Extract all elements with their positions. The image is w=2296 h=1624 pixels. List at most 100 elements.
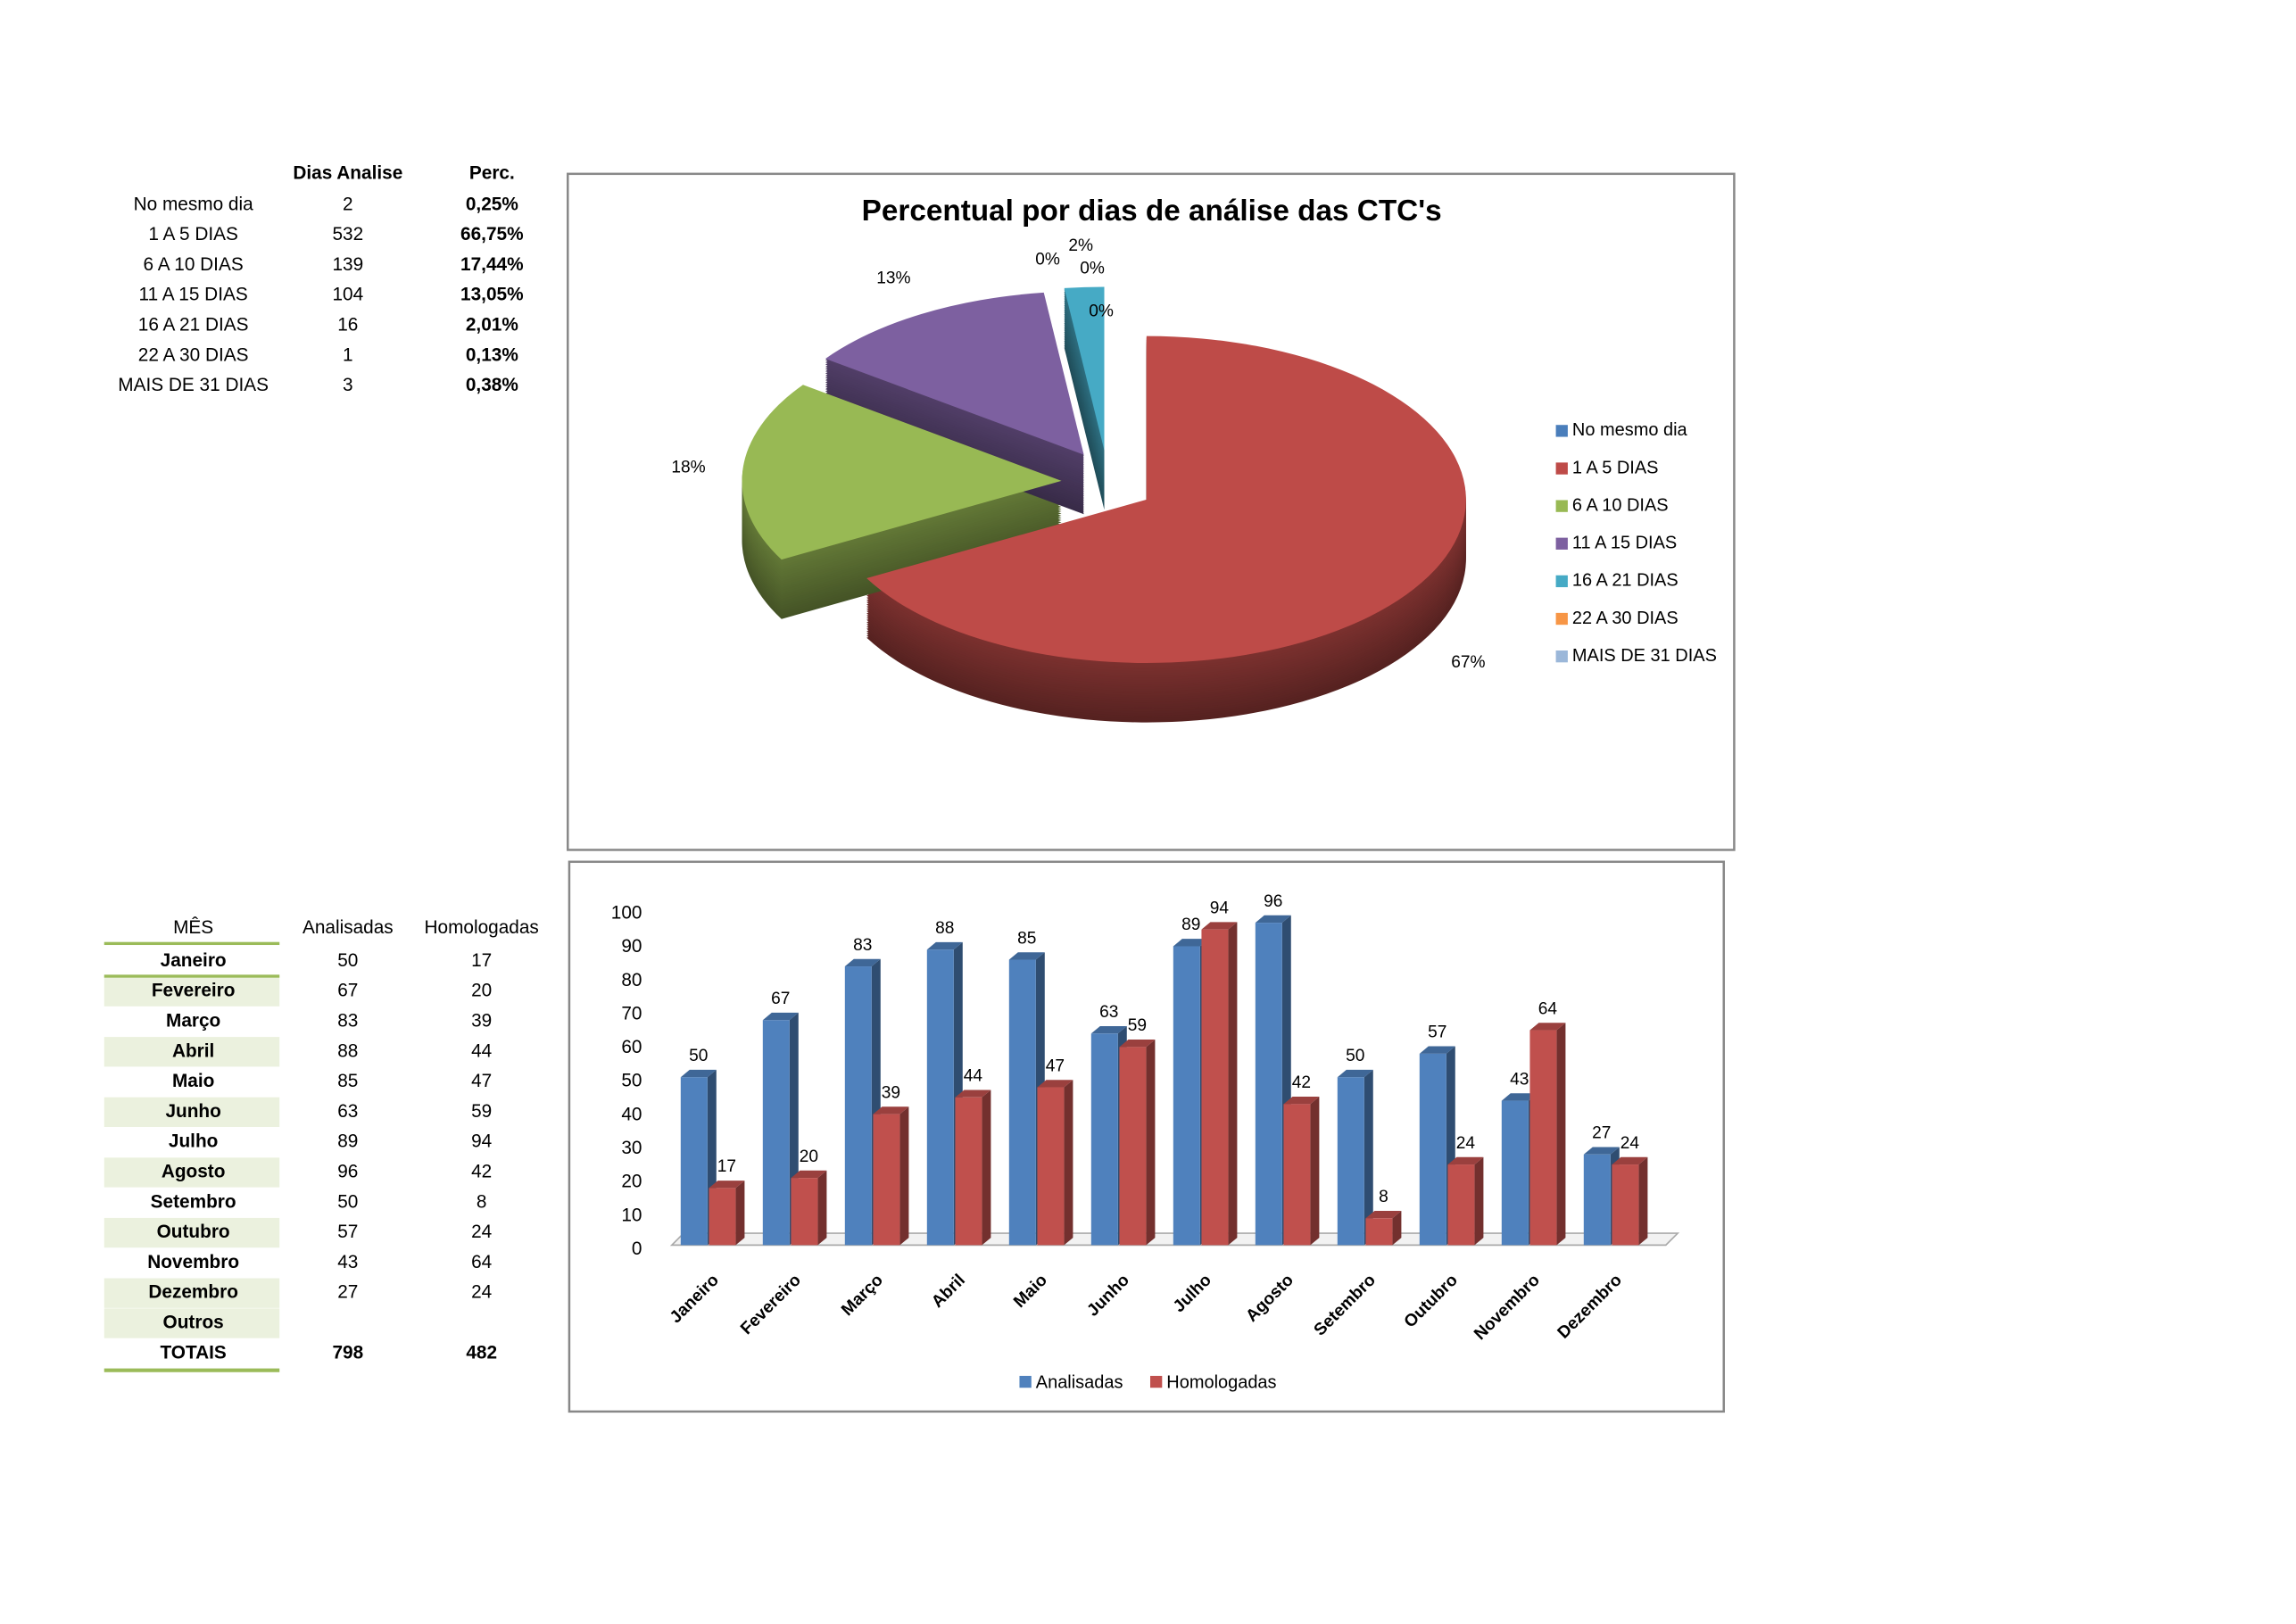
data-label: 18% [671,459,705,477]
legend-label: MAIS DE 31 DIAS [1572,646,1717,666]
bar-top [1337,1069,1373,1078]
data-label: 42 [1292,1073,1311,1092]
legend-swatch [1555,575,1568,588]
data-label: 94 [1210,899,1230,917]
bar-top [1119,1040,1156,1048]
y-tick-label: 60 [621,1037,642,1057]
legend-swatch [1555,500,1568,512]
table-header: Homologadas [425,917,539,938]
table-cell: 50 [337,1191,358,1212]
table-cell: 6 A 10 DIAS [144,254,244,275]
data-label: 50 [1346,1047,1364,1065]
legend-label: 11 A 15 DIAS [1572,534,1677,553]
table-cell: 42 [471,1161,492,1181]
table-cell: Maio [172,1071,214,1091]
bar-side [982,1090,991,1246]
table-cell: 59 [471,1101,492,1122]
table-cell: 63 [337,1101,358,1122]
bar-top [1008,952,1045,960]
table-cell: Outubro [157,1222,230,1242]
bar [1583,1154,1611,1246]
legend-label: Homologadas [1166,1373,1276,1393]
data-label: 17 [717,1157,736,1176]
table-cell: Junho [165,1101,220,1122]
table-rule [104,974,280,978]
bar-top [1583,1147,1620,1155]
bar-top [1173,939,1209,947]
data-label: 88 [935,919,954,938]
table-cell: 47 [471,1071,492,1091]
legend-swatch [1555,425,1568,437]
table-cell: 57 [337,1222,358,1242]
slice [742,385,1062,560]
bar [1283,1104,1311,1246]
data-label: 43 [1510,1070,1529,1089]
bar-side [1364,1069,1373,1246]
table-cell: Julho [169,1131,218,1152]
table-cell: 104 [332,285,363,305]
table-cell: 0,25% [466,194,518,214]
table-cell: Dezembro [148,1282,238,1303]
bar [709,1188,736,1246]
bar-top [1419,1046,1455,1054]
table-cell: 88 [337,1040,358,1061]
table-cell: 94 [471,1131,492,1152]
bar [791,1178,818,1246]
row-shade [104,1097,280,1128]
table-cell: 44 [471,1040,492,1061]
bar-side [1310,1097,1320,1246]
bar [1008,959,1036,1246]
table-rule [104,1368,280,1372]
y-tick-label: 90 [621,936,642,957]
row-shade [104,1278,280,1308]
legend-swatch [1555,650,1568,663]
legend-swatch [1555,537,1568,550]
bar-top [1612,1156,1648,1165]
table-header: Dias Analise [293,162,402,183]
row-shade [104,976,280,1007]
legend-swatch [1555,612,1568,626]
bar-side [1064,1080,1073,1246]
table-cell: 532 [332,224,363,244]
bar-side [1474,1156,1484,1246]
table-cell: 24 [471,1282,492,1303]
table-header: Perc. [469,162,515,183]
table-cell: 0,13% [466,344,518,365]
bar [762,1020,790,1246]
row-shade [104,1217,280,1248]
legend-label: Analisadas [1036,1373,1123,1393]
bar [873,1114,900,1246]
y-tick-label: 100 [611,903,642,924]
table-cell: 17 [471,950,492,971]
data-label: 64 [1538,999,1558,1018]
bar-side [735,1181,745,1246]
bar [1037,1087,1065,1246]
bar-top [926,941,963,950]
table-cell: Fevereiro [152,981,236,1001]
table-cell: 482 [466,1342,497,1363]
table-cell: Outros [163,1312,224,1332]
table-cell: 139 [332,254,363,275]
table-cell: 20 [471,981,492,1001]
table-cell: MAIS DE 31 DIAS [118,375,269,395]
table-cell: 67 [337,981,358,1001]
legend-label: 1 A 5 DIAS [1572,458,1659,477]
bar-side [1638,1156,1648,1246]
data-label: 50 [689,1047,708,1065]
table-cell: 83 [337,1010,358,1031]
bar-top [709,1181,745,1189]
data-label: 85 [1017,929,1036,948]
table-cell: 66,75% [460,224,524,244]
table-cell: 1 A 5 DIAS [148,224,238,244]
data-label: 57 [1428,1023,1446,1042]
table-cell: 43 [337,1252,358,1272]
legend-label: 6 A 10 DIAS [1572,495,1669,515]
table-cell: 798 [332,1342,363,1363]
bar-top [1090,1025,1127,1034]
table-cell: Março [166,1010,220,1031]
bar-top [1529,1023,1566,1031]
bar-top [955,1090,991,1098]
table-cell: 16 A 21 DIAS [138,314,249,335]
legend-swatch [1019,1375,1032,1388]
bar [1337,1077,1364,1246]
